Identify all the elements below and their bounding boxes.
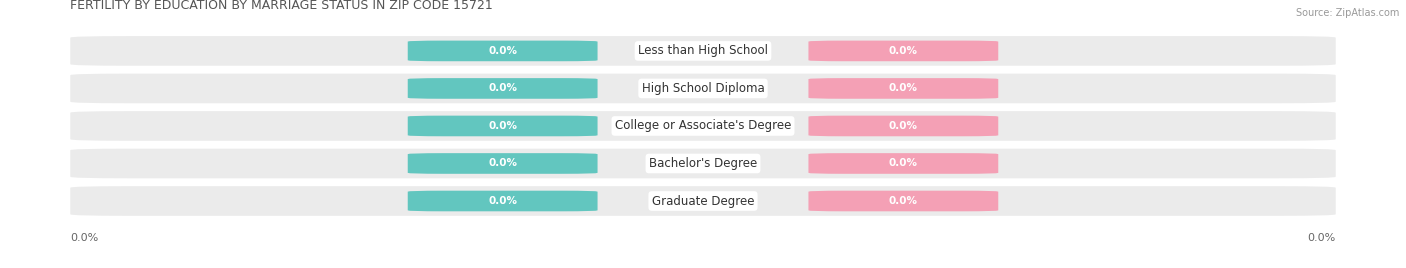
FancyBboxPatch shape <box>408 116 598 136</box>
FancyBboxPatch shape <box>70 111 1336 141</box>
Text: 0.0%: 0.0% <box>889 158 918 169</box>
FancyBboxPatch shape <box>808 116 998 136</box>
FancyBboxPatch shape <box>808 40 998 61</box>
FancyBboxPatch shape <box>808 191 998 211</box>
FancyBboxPatch shape <box>408 153 598 174</box>
FancyBboxPatch shape <box>408 40 598 61</box>
Text: Less than High School: Less than High School <box>638 44 768 57</box>
FancyBboxPatch shape <box>808 78 998 99</box>
Text: 0.0%: 0.0% <box>70 233 98 243</box>
FancyBboxPatch shape <box>70 74 1336 103</box>
Text: FERTILITY BY EDUCATION BY MARRIAGE STATUS IN ZIP CODE 15721: FERTILITY BY EDUCATION BY MARRIAGE STATU… <box>70 0 494 12</box>
Text: 0.0%: 0.0% <box>889 121 918 131</box>
Text: 0.0%: 0.0% <box>488 196 517 206</box>
Text: 0.0%: 0.0% <box>488 158 517 169</box>
FancyBboxPatch shape <box>808 153 998 174</box>
Text: College or Associate's Degree: College or Associate's Degree <box>614 120 792 132</box>
Text: 0.0%: 0.0% <box>889 196 918 206</box>
Text: 0.0%: 0.0% <box>889 83 918 94</box>
Text: 0.0%: 0.0% <box>488 121 517 131</box>
FancyBboxPatch shape <box>408 191 598 211</box>
FancyBboxPatch shape <box>70 149 1336 178</box>
Text: Bachelor's Degree: Bachelor's Degree <box>650 157 756 170</box>
Text: 0.0%: 0.0% <box>488 46 517 56</box>
Text: Graduate Degree: Graduate Degree <box>652 195 754 207</box>
Text: 0.0%: 0.0% <box>488 83 517 94</box>
Text: Source: ZipAtlas.com: Source: ZipAtlas.com <box>1295 8 1399 18</box>
FancyBboxPatch shape <box>70 36 1336 66</box>
Text: High School Diploma: High School Diploma <box>641 82 765 95</box>
FancyBboxPatch shape <box>70 186 1336 216</box>
Text: 0.0%: 0.0% <box>1308 233 1336 243</box>
Text: 0.0%: 0.0% <box>889 46 918 56</box>
FancyBboxPatch shape <box>408 78 598 99</box>
